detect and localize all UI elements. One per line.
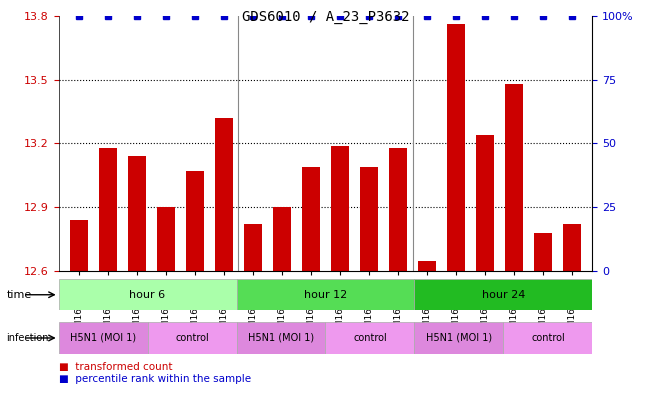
Bar [447, 24, 465, 271]
FancyBboxPatch shape [326, 322, 415, 354]
Text: H5N1 (MOI 1): H5N1 (MOI 1) [70, 333, 136, 343]
Bar [215, 118, 232, 271]
Bar [99, 148, 117, 271]
Text: ■  percentile rank within the sample: ■ percentile rank within the sample [59, 374, 251, 384]
FancyBboxPatch shape [59, 322, 148, 354]
Bar [534, 233, 552, 271]
Text: time: time [7, 290, 32, 300]
FancyBboxPatch shape [415, 322, 503, 354]
Bar [302, 167, 320, 271]
FancyBboxPatch shape [236, 279, 415, 310]
Text: control: control [353, 333, 387, 343]
Bar [128, 156, 146, 271]
Text: control: control [175, 333, 209, 343]
Bar [331, 145, 349, 271]
Bar [389, 148, 407, 271]
Bar [360, 167, 378, 271]
Text: H5N1 (MOI 1): H5N1 (MOI 1) [426, 333, 492, 343]
Text: hour 6: hour 6 [130, 290, 165, 300]
Text: infection: infection [7, 333, 49, 343]
Bar [563, 224, 581, 271]
Text: H5N1 (MOI 1): H5N1 (MOI 1) [248, 333, 314, 343]
FancyBboxPatch shape [59, 279, 236, 310]
Bar [244, 224, 262, 271]
FancyBboxPatch shape [236, 322, 326, 354]
Bar [477, 135, 493, 271]
Bar [70, 220, 88, 271]
Bar [505, 84, 523, 271]
FancyBboxPatch shape [148, 322, 236, 354]
Bar [419, 261, 436, 271]
Text: hour 12: hour 12 [304, 290, 347, 300]
Text: GDS6010 / A_23_P3632: GDS6010 / A_23_P3632 [242, 10, 409, 24]
Bar [158, 207, 174, 271]
Bar [186, 171, 204, 271]
Text: control: control [531, 333, 565, 343]
Bar [273, 207, 291, 271]
FancyBboxPatch shape [415, 279, 592, 310]
FancyBboxPatch shape [503, 322, 592, 354]
Text: hour 24: hour 24 [482, 290, 525, 300]
Text: ■  transformed count: ■ transformed count [59, 362, 172, 373]
